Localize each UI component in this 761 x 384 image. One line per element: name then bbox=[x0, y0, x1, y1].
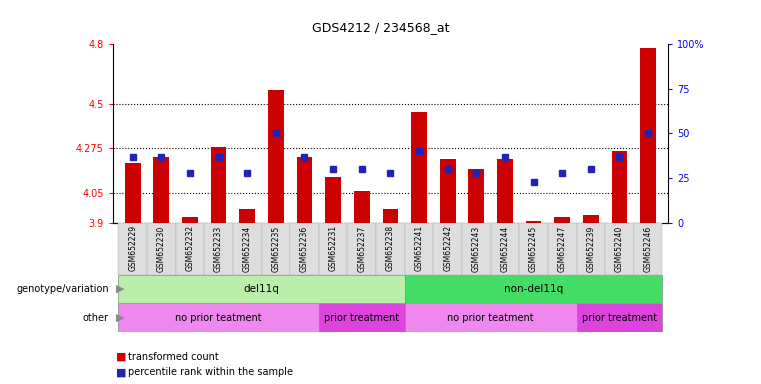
Bar bbox=[383, 209, 398, 223]
Bar bbox=[577, 303, 662, 332]
Bar bbox=[211, 147, 227, 223]
Bar bbox=[640, 48, 656, 223]
Bar bbox=[325, 177, 341, 223]
Bar bbox=[268, 90, 284, 223]
Bar bbox=[634, 223, 662, 275]
Text: prior treatment: prior treatment bbox=[324, 313, 400, 323]
Text: GSM652242: GSM652242 bbox=[443, 225, 452, 271]
Text: non-del11q: non-del11q bbox=[504, 284, 563, 294]
Bar bbox=[154, 157, 169, 223]
Text: ▶: ▶ bbox=[116, 284, 125, 294]
Text: GSM652241: GSM652241 bbox=[415, 225, 424, 271]
Text: GSM652237: GSM652237 bbox=[357, 225, 366, 271]
Bar bbox=[491, 223, 519, 275]
Text: GSM652235: GSM652235 bbox=[272, 225, 280, 271]
Text: transformed count: transformed count bbox=[128, 352, 218, 362]
Text: GSM652247: GSM652247 bbox=[558, 225, 567, 271]
Bar bbox=[319, 303, 405, 332]
Bar bbox=[433, 223, 462, 275]
Bar bbox=[526, 221, 541, 223]
Text: GSM652231: GSM652231 bbox=[329, 225, 338, 271]
Text: prior treatment: prior treatment bbox=[582, 313, 657, 323]
Bar bbox=[405, 223, 433, 275]
Text: other: other bbox=[83, 313, 109, 323]
Text: GSM652240: GSM652240 bbox=[615, 225, 624, 271]
Text: GSM652239: GSM652239 bbox=[586, 225, 595, 271]
Text: ■: ■ bbox=[116, 352, 127, 362]
Bar bbox=[405, 303, 577, 332]
Text: GSM652246: GSM652246 bbox=[644, 225, 653, 271]
Bar bbox=[354, 191, 370, 223]
Text: GSM652238: GSM652238 bbox=[386, 225, 395, 271]
Bar bbox=[469, 169, 484, 223]
Bar bbox=[405, 275, 662, 303]
Bar bbox=[297, 157, 312, 223]
Bar bbox=[583, 215, 599, 223]
Bar bbox=[182, 217, 198, 223]
Bar bbox=[554, 217, 570, 223]
Text: genotype/variation: genotype/variation bbox=[16, 284, 109, 294]
Bar bbox=[519, 223, 548, 275]
Bar bbox=[319, 223, 348, 275]
Bar bbox=[497, 159, 513, 223]
Bar bbox=[204, 223, 233, 275]
Text: no prior teatment: no prior teatment bbox=[175, 313, 262, 323]
Bar bbox=[348, 223, 376, 275]
Bar bbox=[119, 303, 319, 332]
Text: del11q: del11q bbox=[244, 284, 279, 294]
Bar bbox=[147, 223, 176, 275]
Bar bbox=[240, 209, 255, 223]
Text: GSM652234: GSM652234 bbox=[243, 225, 252, 271]
Bar bbox=[376, 223, 405, 275]
Text: GSM652243: GSM652243 bbox=[472, 225, 481, 271]
Text: GSM652229: GSM652229 bbox=[128, 225, 137, 271]
Text: percentile rank within the sample: percentile rank within the sample bbox=[128, 367, 293, 377]
Bar bbox=[233, 223, 262, 275]
Text: GSM652245: GSM652245 bbox=[529, 225, 538, 271]
Bar bbox=[605, 223, 634, 275]
Bar bbox=[548, 223, 577, 275]
Bar bbox=[440, 159, 456, 223]
Text: ■: ■ bbox=[116, 367, 127, 377]
Text: GSM652232: GSM652232 bbox=[186, 225, 195, 271]
Bar bbox=[262, 223, 290, 275]
Text: GSM652236: GSM652236 bbox=[300, 225, 309, 271]
Text: GSM652244: GSM652244 bbox=[501, 225, 509, 271]
Text: GDS4212 / 234568_at: GDS4212 / 234568_at bbox=[312, 21, 449, 34]
Text: no prior teatment: no prior teatment bbox=[447, 313, 534, 323]
Text: GSM652230: GSM652230 bbox=[157, 225, 166, 271]
Bar bbox=[176, 223, 204, 275]
Bar bbox=[612, 151, 627, 223]
Bar bbox=[290, 223, 319, 275]
Bar bbox=[411, 112, 427, 223]
Bar bbox=[577, 223, 605, 275]
Bar bbox=[125, 163, 141, 223]
Text: GSM652233: GSM652233 bbox=[214, 225, 223, 271]
Bar bbox=[119, 223, 147, 275]
Bar bbox=[119, 275, 405, 303]
Text: ▶: ▶ bbox=[116, 313, 125, 323]
Bar bbox=[462, 223, 491, 275]
